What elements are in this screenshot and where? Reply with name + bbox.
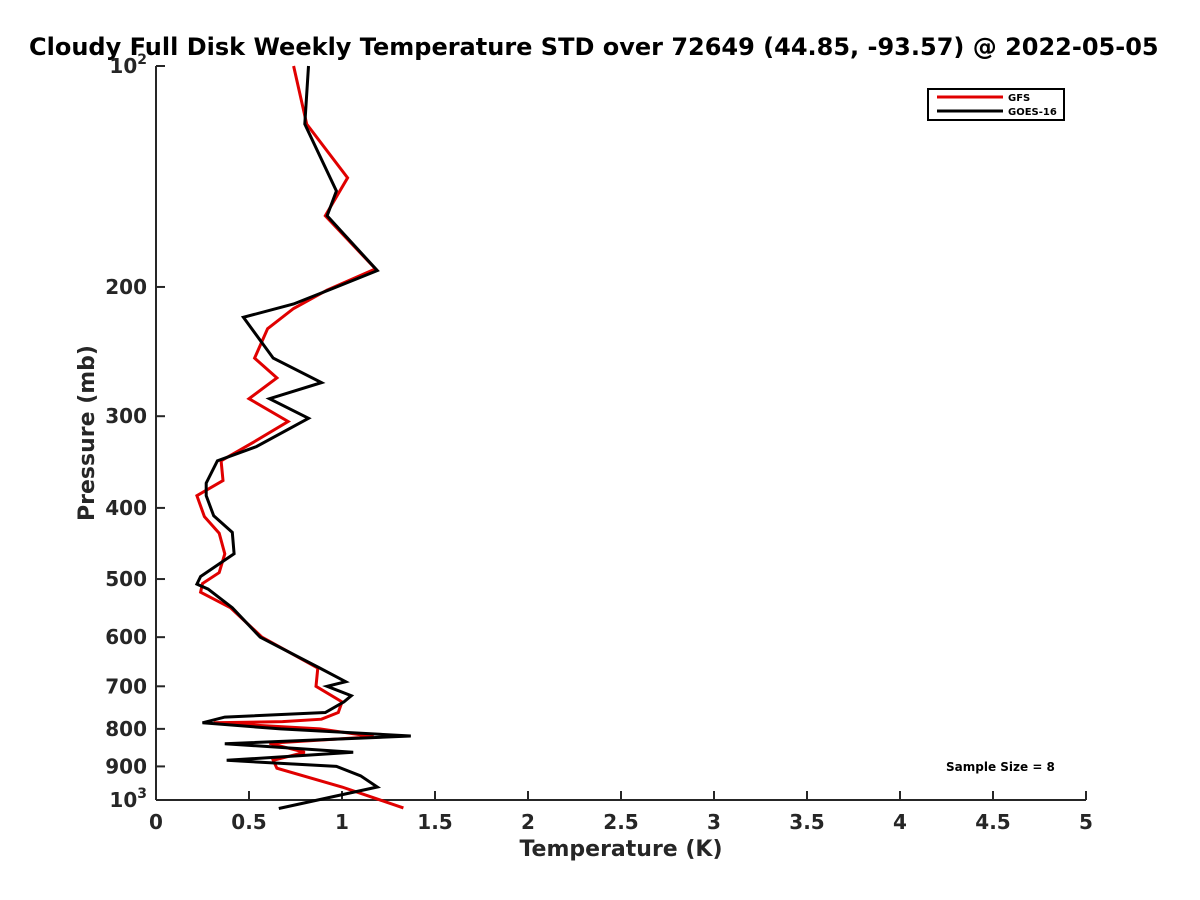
series-lines <box>194 65 411 810</box>
y-tick-label: 400 <box>105 496 147 520</box>
y-tick-label: 900 <box>105 754 147 778</box>
legend-label-gfs: GFS <box>1008 93 1030 104</box>
x-tick-label: 0.5 <box>231 810 266 834</box>
legend: GFS GOES-16 <box>927 88 1065 121</box>
x-tick-label: 2.5 <box>603 810 638 834</box>
y-axis-label: Pressure (mb) <box>75 345 100 521</box>
x-axis-ticks: 0 0.5 1 1.5 2 2.5 3 3.5 4 4.5 5 <box>149 791 1093 834</box>
sample-size-annotation: Sample Size = 8 <box>946 760 1055 774</box>
y-tick-label: 102 <box>109 52 147 78</box>
series-line-gfs <box>195 65 404 810</box>
y-tick-label: 600 <box>105 625 147 649</box>
x-tick-label: 1 <box>335 810 349 834</box>
y-axis-ticks: 102 200 300 400 500 600 700 800 900 103 <box>105 52 165 812</box>
y-tick-label: 103 <box>109 786 147 812</box>
y-tick-label: 300 <box>105 404 147 428</box>
x-tick-label: 3 <box>707 810 721 834</box>
y-tick-label: 700 <box>105 674 147 698</box>
x-tick-label: 3.5 <box>789 810 824 834</box>
y-tick-label: 200 <box>105 275 147 299</box>
x-tick-label: 2 <box>521 810 535 834</box>
x-tick-label: 4.5 <box>975 810 1010 834</box>
x-axis-label: Temperature (K) <box>519 837 722 862</box>
legend-box <box>927 88 1065 121</box>
y-tick-label: 800 <box>105 717 147 741</box>
series-line-goes16 <box>194 65 411 810</box>
x-tick-label: 1.5 <box>417 810 452 834</box>
x-tick-label: 5 <box>1079 810 1093 834</box>
y-tick-label: 500 <box>105 567 147 591</box>
chart-title: Cloudy Full Disk Weekly Temperature STD … <box>29 33 1159 61</box>
x-tick-label: 4 <box>893 810 907 834</box>
x-tick-label: 0 <box>149 810 163 834</box>
plot-area <box>155 66 1086 801</box>
legend-label-goes16: GOES-16 <box>1008 107 1057 118</box>
